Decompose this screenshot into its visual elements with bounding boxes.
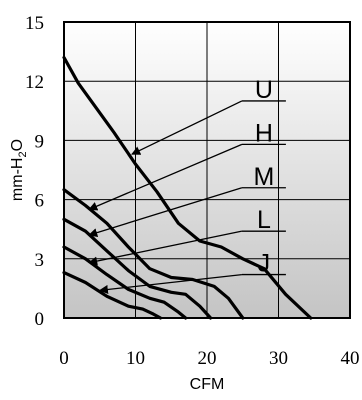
annotation-arrow-j — [98, 273, 242, 294]
plot-frame — [63, 21, 351, 319]
y-tick-label: 12 — [25, 72, 44, 93]
y-axis-label: mm-H2O — [9, 139, 29, 201]
x-axis-label: CFM — [190, 376, 225, 393]
x-tick-label: 20 — [198, 348, 217, 369]
series-label-m: M — [253, 163, 274, 191]
series-label-j: J — [258, 250, 271, 278]
series-line-j — [62, 271, 163, 320]
y-axis-label-base: mm-H — [9, 158, 26, 202]
annotation-arrow-h — [88, 143, 243, 211]
series-label-u: U — [255, 76, 273, 104]
x-tick-label: 40 — [341, 348, 360, 369]
y-tick-label: 15 — [25, 13, 44, 34]
annotation-arrow-l — [88, 230, 243, 266]
series-line-u — [62, 55, 313, 320]
grid — [64, 22, 350, 318]
y-axis-label-subscript: 2 — [17, 151, 29, 157]
y-tick-label: 3 — [35, 250, 45, 271]
series-label-h: H — [255, 119, 273, 147]
x-tick-label: 0 — [59, 348, 69, 369]
y-axis-label-tail: O — [9, 139, 26, 151]
tick-labels: 0 10 20 30 40 0 3 6 9 12 15 — [25, 13, 360, 369]
annotation-arrow-u — [131, 100, 243, 155]
x-tick-label: 10 — [126, 348, 145, 369]
x-tick-label: 30 — [269, 348, 288, 369]
y-tick-label: 0 — [35, 309, 45, 330]
annotation-arrow-m — [88, 187, 243, 238]
series-line-h — [62, 188, 245, 320]
y-tick-label: 9 — [35, 131, 45, 152]
series-label-l: L — [257, 206, 271, 234]
y-tick-label: 6 — [35, 191, 45, 212]
series-line-m — [62, 217, 213, 320]
